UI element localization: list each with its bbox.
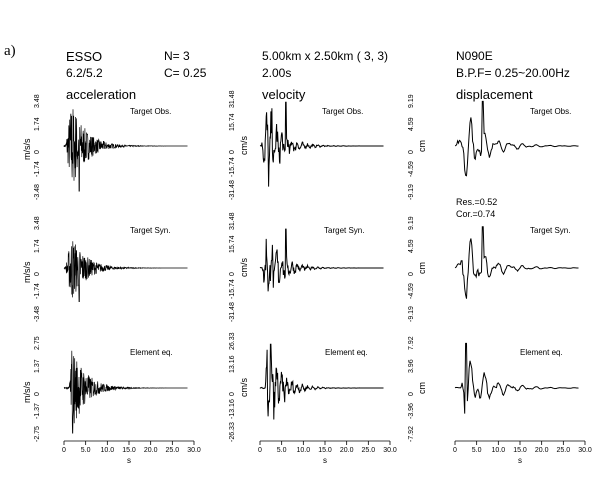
column-title-velocity: velocity <box>262 87 306 102</box>
trace-label: Element eq. <box>130 348 173 357</box>
correlation-value: Cor.=0.74 <box>456 209 496 219</box>
trace-label: Target Syn. <box>130 226 171 235</box>
x-tick-label: 30.0 <box>187 447 201 454</box>
component: N090E <box>456 49 493 63</box>
x-tick-label: 20.0 <box>339 447 354 454</box>
seismogram-trace <box>63 241 188 303</box>
x-tick-label: 15.0 <box>318 447 332 454</box>
x-tick-label: 20.0 <box>534 447 549 454</box>
x-tick-label: 10.0 <box>296 447 311 454</box>
seismogram-trace <box>454 226 579 299</box>
x-tick-label: 5.0 <box>471 447 482 454</box>
x-tick-label: 25.0 <box>556 447 571 454</box>
x-tick-label: 30.0 <box>383 447 397 454</box>
seismogram-trace <box>454 342 579 414</box>
bandpass-filter: B.P.F= 0.25~20.00Hz <box>456 66 570 80</box>
x-tick-label: 25.0 <box>165 447 180 454</box>
x-tick-label: 0 <box>258 447 262 454</box>
seismogram-trace <box>63 350 188 434</box>
grid-size: 5.00km x 2.50km ( 3, 3) <box>262 49 389 63</box>
x-tick-label: 30.0 <box>578 447 592 454</box>
x-tick-label: 20.0 <box>143 447 158 454</box>
seismogram-trace <box>63 109 188 192</box>
seismogram-trace <box>259 101 384 187</box>
trace-label: Target Syn. <box>530 226 571 235</box>
trace-label: Target Obs. <box>322 107 364 116</box>
residual-value: Res.=0.52 <box>456 197 498 207</box>
column-title-acceleration: acceleration <box>66 87 137 102</box>
trace-label: Element eq. <box>520 348 563 357</box>
trace-label: Target Obs. <box>130 107 172 116</box>
x-tick-label: 15.0 <box>122 447 136 454</box>
column-title-displacement: displacement <box>456 87 533 102</box>
station-name: ESSO <box>66 49 103 64</box>
x-tick-label: 0 <box>453 447 457 454</box>
x-tick-label: 5.0 <box>80 447 91 454</box>
magnitude: 6.2/5.2 <box>66 66 103 80</box>
x-tick-label: 0 <box>62 447 66 454</box>
x-tick-label: 25.0 <box>361 447 376 454</box>
x-tick-label: 15.0 <box>513 447 527 454</box>
seismogram-trace <box>259 228 384 292</box>
trace-label: Target Obs. <box>530 107 572 116</box>
c-value: C= 0.25 <box>164 66 207 80</box>
seismogram-trace <box>259 343 384 420</box>
x-axis-label: s <box>323 456 327 465</box>
x-axis-label: s <box>518 456 522 465</box>
x-tick-label: 5.0 <box>276 447 287 454</box>
x-tick-label: 10.0 <box>491 447 506 454</box>
seismogram-trace <box>454 100 579 177</box>
x-axis-label: s <box>127 456 131 465</box>
panel-label: a) <box>4 43 16 59</box>
trace-label: Target Syn. <box>324 226 365 235</box>
trace-label: Element eq. <box>325 348 368 357</box>
n-value: N= 3 <box>164 49 190 63</box>
x-tick-label: 10.0 <box>100 447 115 454</box>
time-window: 2.00s <box>262 66 292 80</box>
